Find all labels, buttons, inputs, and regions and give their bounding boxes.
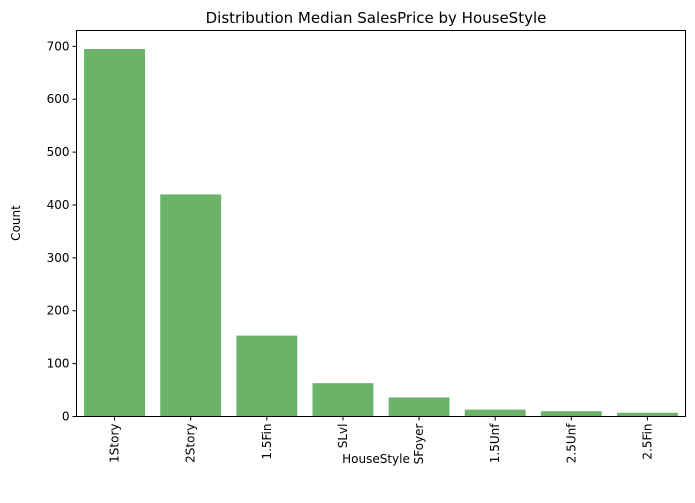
bars-group — [84, 49, 678, 417]
x-tick-label: 1.5Fin — [260, 424, 274, 460]
chart-title: Distribution Median SalesPrice by HouseS… — [206, 9, 547, 27]
y-axis-label: Count — [9, 205, 23, 241]
bar-1.5Unf — [464, 409, 526, 417]
bar-1.5Fin — [236, 335, 298, 417]
y-tick-label: 500 — [47, 145, 70, 159]
y-tick-label: 100 — [47, 357, 70, 371]
plot-frame — [76, 30, 686, 417]
bar-2.5Unf — [540, 411, 602, 417]
x-tick-label: 2Story — [184, 424, 198, 463]
bar-SLvl — [312, 383, 374, 417]
y-tick-label: 300 — [47, 251, 70, 265]
y-tick-label: 700 — [47, 39, 70, 53]
x-tick-label: SFoyer — [412, 423, 426, 464]
y-axis-ticks: 0 100 200 300 400 500 600 700 — [47, 39, 77, 424]
bar-2.5Fin — [616, 412, 678, 417]
y-tick-label: 600 — [47, 92, 70, 106]
x-axis-label: HouseStyle — [342, 452, 410, 466]
x-axis-ticks: 1Story 2Story 1.5Fin SLvl SFoyer 1.5Unf 2.5Unf… — [108, 416, 654, 464]
x-tick-label: 2.5Unf — [564, 423, 578, 463]
x-tick-label: 1.5Unf — [488, 423, 502, 463]
bar-1Story — [84, 49, 146, 417]
x-tick-label: 1Story — [108, 424, 122, 463]
y-tick-label: 0 — [62, 410, 70, 424]
y-tick-label: 200 — [47, 304, 70, 318]
bar-2Story — [160, 194, 222, 417]
y-tick-label: 400 — [47, 198, 70, 212]
x-tick-label: SLvl — [336, 424, 350, 449]
bar-SFoyer — [388, 397, 450, 417]
x-tick-label: 2.5Fin — [640, 424, 654, 460]
